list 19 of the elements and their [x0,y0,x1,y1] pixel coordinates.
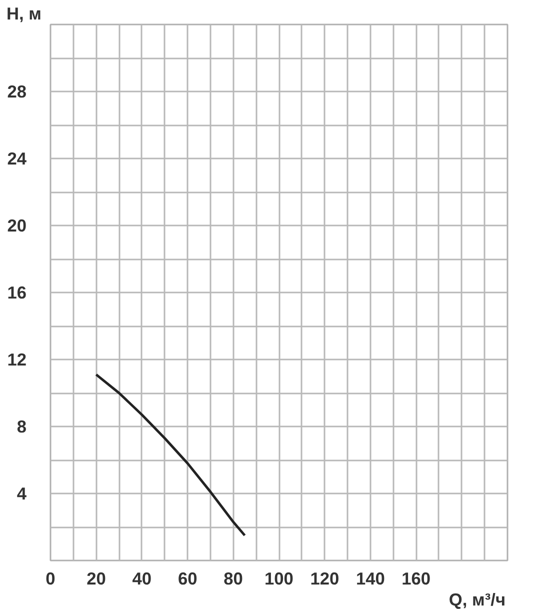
x-tick-label: 80 [224,568,243,588]
y-tick-label: 12 [7,350,27,370]
y-tick-label: 28 [7,82,27,102]
line-series [94,373,246,537]
x-tick-label: 120 [310,568,340,588]
x-tick-label: 60 [178,568,198,588]
x-tick-label: 100 [264,568,294,588]
x-tick-label: 160 [402,568,431,588]
y-tick-label: 20 [7,216,27,236]
y-axis-title: Н, м [6,4,42,24]
y-tick-label: 8 [16,416,27,436]
x-tick-label: 40 [132,568,152,588]
x-tick-label: 20 [86,568,106,588]
x-tick-label: 0 [46,568,56,588]
x-tick-label: 140 [356,568,385,588]
x-axis-title: Q, м³/ч [448,590,506,609]
y-tick-label: 16 [7,282,27,302]
y-tick-label: 24 [7,148,27,168]
y-tick-label: 4 [16,484,27,504]
